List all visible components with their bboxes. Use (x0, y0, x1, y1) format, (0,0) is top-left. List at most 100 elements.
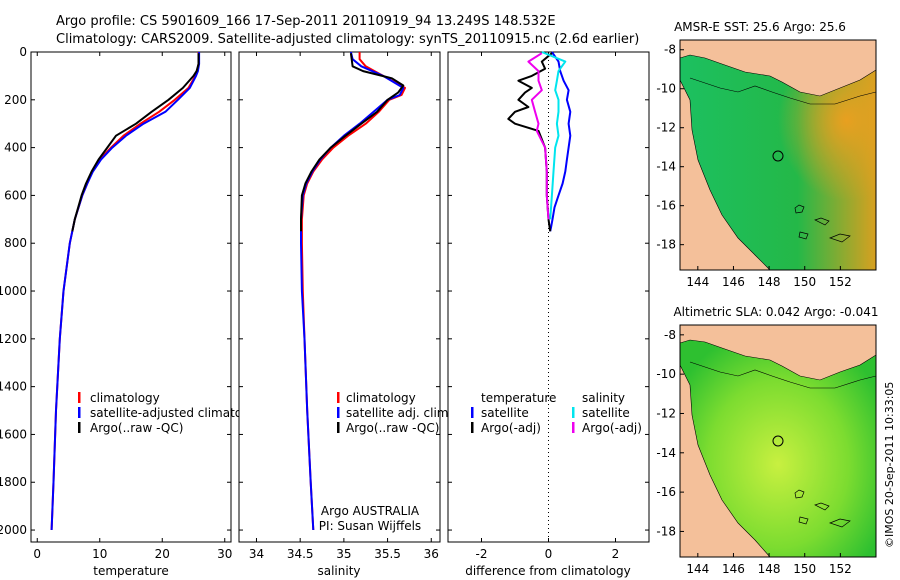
sst-map-panel: AMSR-E SST: 25.6 Argo: 25.6 144 146 148 150… (656, 20, 877, 289)
x-tick-label: 30 (217, 547, 232, 561)
header-line1: Argo profile: CS 5901609_166 17-Sep-2011… (56, 14, 556, 29)
bathymetry-contour (689, 361, 877, 389)
legend-title-temperature: temperature (481, 391, 556, 405)
x-tick-label: 36 (424, 547, 439, 561)
map-x-tick-label: 148 (758, 275, 781, 289)
map-y-tick-label: -12 (656, 406, 676, 420)
series-line-satellite-adjusted-climatology (50, 52, 201, 531)
salinity-xlabel: salinity (317, 564, 360, 578)
difference-legend: temperature salinity satellite Argo(-adj… (471, 391, 642, 435)
map-y-tick-label: -16 (656, 199, 676, 213)
salinity-lines (300, 51, 406, 531)
y-tick-label: 800 (4, 236, 27, 250)
legend-swatch-temp-argo (471, 422, 474, 433)
legend-title-salinity: salinity (582, 391, 625, 405)
y-tick-label: 2000 (0, 523, 27, 537)
legend-label-sal-sat: satellite (582, 406, 630, 420)
land-new-guinea (679, 324, 877, 381)
map-x-tick-label: 144 (686, 275, 709, 289)
map-x-tick-label: 146 (722, 275, 745, 289)
argo-program-label: Argo AUSTRALIA (321, 504, 420, 518)
map-y-tick-label: -16 (656, 485, 676, 499)
salinity-panel: 34 34.5 35 35.5 36 salinity climatology sate… (238, 51, 452, 578)
series-line-salinity-argo-adj- (527, 52, 550, 220)
sla-map-title: Altimetric SLA: 0.042 Argo: -0.041 (673, 305, 878, 319)
imos-credit: ©IMOS 20-Sep-2011 10:33:05 (883, 382, 896, 548)
y-tick-label: 0 (19, 45, 27, 59)
legend-label-argo: Argo(..raw -QC) (90, 421, 183, 435)
map-y-tick-label: -8 (664, 328, 676, 342)
salinity-y-ticks (239, 51, 440, 531)
map-x-tick-label: 152 (829, 562, 852, 576)
difference-xlabel: difference from climatology (465, 564, 631, 578)
map-x-tick-label: 150 (793, 275, 816, 289)
sla-map-frame (679, 324, 877, 558)
map-y-tick-label: -14 (656, 160, 676, 174)
legend-label-temp-sat: satellite (481, 406, 529, 420)
map-y-tick-label: -18 (656, 238, 676, 252)
y-tick-label: 1000 (0, 284, 27, 298)
legend-label-clim: climatology (90, 391, 160, 405)
legend-swatch-sat (337, 407, 340, 418)
temperature-lines (50, 52, 201, 531)
sst-map-frame (679, 39, 877, 271)
map-y-tick-label: -10 (656, 367, 676, 381)
x-tick-label: -2 (476, 547, 488, 561)
map-y-tick-label: -12 (656, 121, 676, 135)
x-tick-label: 2 (612, 547, 620, 561)
map-x-tick-label: 146 (722, 562, 745, 576)
land-new-guinea (679, 39, 877, 97)
legend-swatch-clim (337, 392, 340, 403)
sst-argo-position-marker (772, 150, 784, 162)
x-tick-label: 10 (92, 547, 107, 561)
x-tick-label: 20 (155, 547, 170, 561)
coral-reefs (794, 204, 851, 243)
sst-map-ticks: 144 146 148 150 152 -8 -10 -12 -14 -16 -18 (656, 43, 851, 289)
x-tick-label: 34 (249, 547, 264, 561)
map-y-tick-label: -8 (664, 43, 676, 57)
series-line-argo-raw-qc- (71, 53, 200, 232)
map-x-tick-label: 148 (758, 562, 781, 576)
map-x-tick-label: 152 (829, 275, 852, 289)
legend-label-argo: Argo(..raw -QC) (346, 421, 439, 435)
coral-reefs (794, 489, 851, 528)
temperature-xlabel: temperature (93, 564, 168, 578)
y-tick-label: 400 (4, 141, 27, 155)
difference-panel: -2 0 2 difference from climatology tempera… (447, 51, 650, 578)
difference-y-ticks (448, 51, 649, 531)
map-x-tick-label: 144 (686, 562, 709, 576)
sla-argo-position-marker (772, 435, 784, 447)
x-tick-label: 0 (33, 547, 41, 561)
legend-swatch-clim (78, 392, 81, 403)
legend-swatch-sat (78, 407, 81, 418)
y-tick-label: 1600 (0, 427, 27, 441)
y-tick-label: 1800 (0, 475, 27, 489)
series-line-temperature-satellite (549, 51, 572, 232)
legend-swatch-temp-sat (471, 407, 474, 418)
legend-swatch-argo (337, 422, 340, 433)
header-line2: Climatology: CARS2009. Satellite-adjuste… (56, 32, 639, 47)
legend-swatch-sal-argo (572, 422, 575, 433)
salinity-axes-frame (238, 51, 441, 543)
series-line-argo-raw-qc- (300, 53, 405, 232)
temperature-axes-frame (30, 51, 232, 543)
y-tick-label: 200 (4, 93, 27, 107)
y-tick-label: 600 (4, 188, 27, 202)
sla-map-ticks: 144 146 148 150 152 -8 -10 -12 -14 -16 -18 (656, 328, 851, 576)
map-x-tick-label: 150 (793, 562, 816, 576)
map-y-tick-label: -18 (656, 524, 676, 538)
y-tick-label: 1200 (0, 332, 27, 346)
legend-label-sal-argo: Argo(-adj) (582, 421, 642, 435)
depth-axis: 0 200 400 600 800 1000 1200 1400 1600 1800 2000 (0, 45, 231, 537)
x-tick-label: 0 (545, 547, 553, 561)
salinity-x-axis: 34 34.5 35 35.5 36 (249, 52, 439, 561)
difference-lines (507, 51, 572, 232)
salinity-legend: climatology satellite adj. clim. Argo(..… (337, 391, 452, 435)
legend-label-temp-argo: Argo(-adj) (481, 421, 541, 435)
x-tick-label: 35.5 (374, 547, 401, 561)
x-tick-label: 35 (336, 547, 351, 561)
sla-map-panel: Altimetric SLA: 0.042 Argo: -0.041 144 14… (656, 305, 878, 576)
temperature-panel: 0 200 400 600 800 1000 1200 1400 1600 1800 2000 0 1… (0, 45, 268, 578)
x-tick-label: 34.5 (287, 547, 314, 561)
